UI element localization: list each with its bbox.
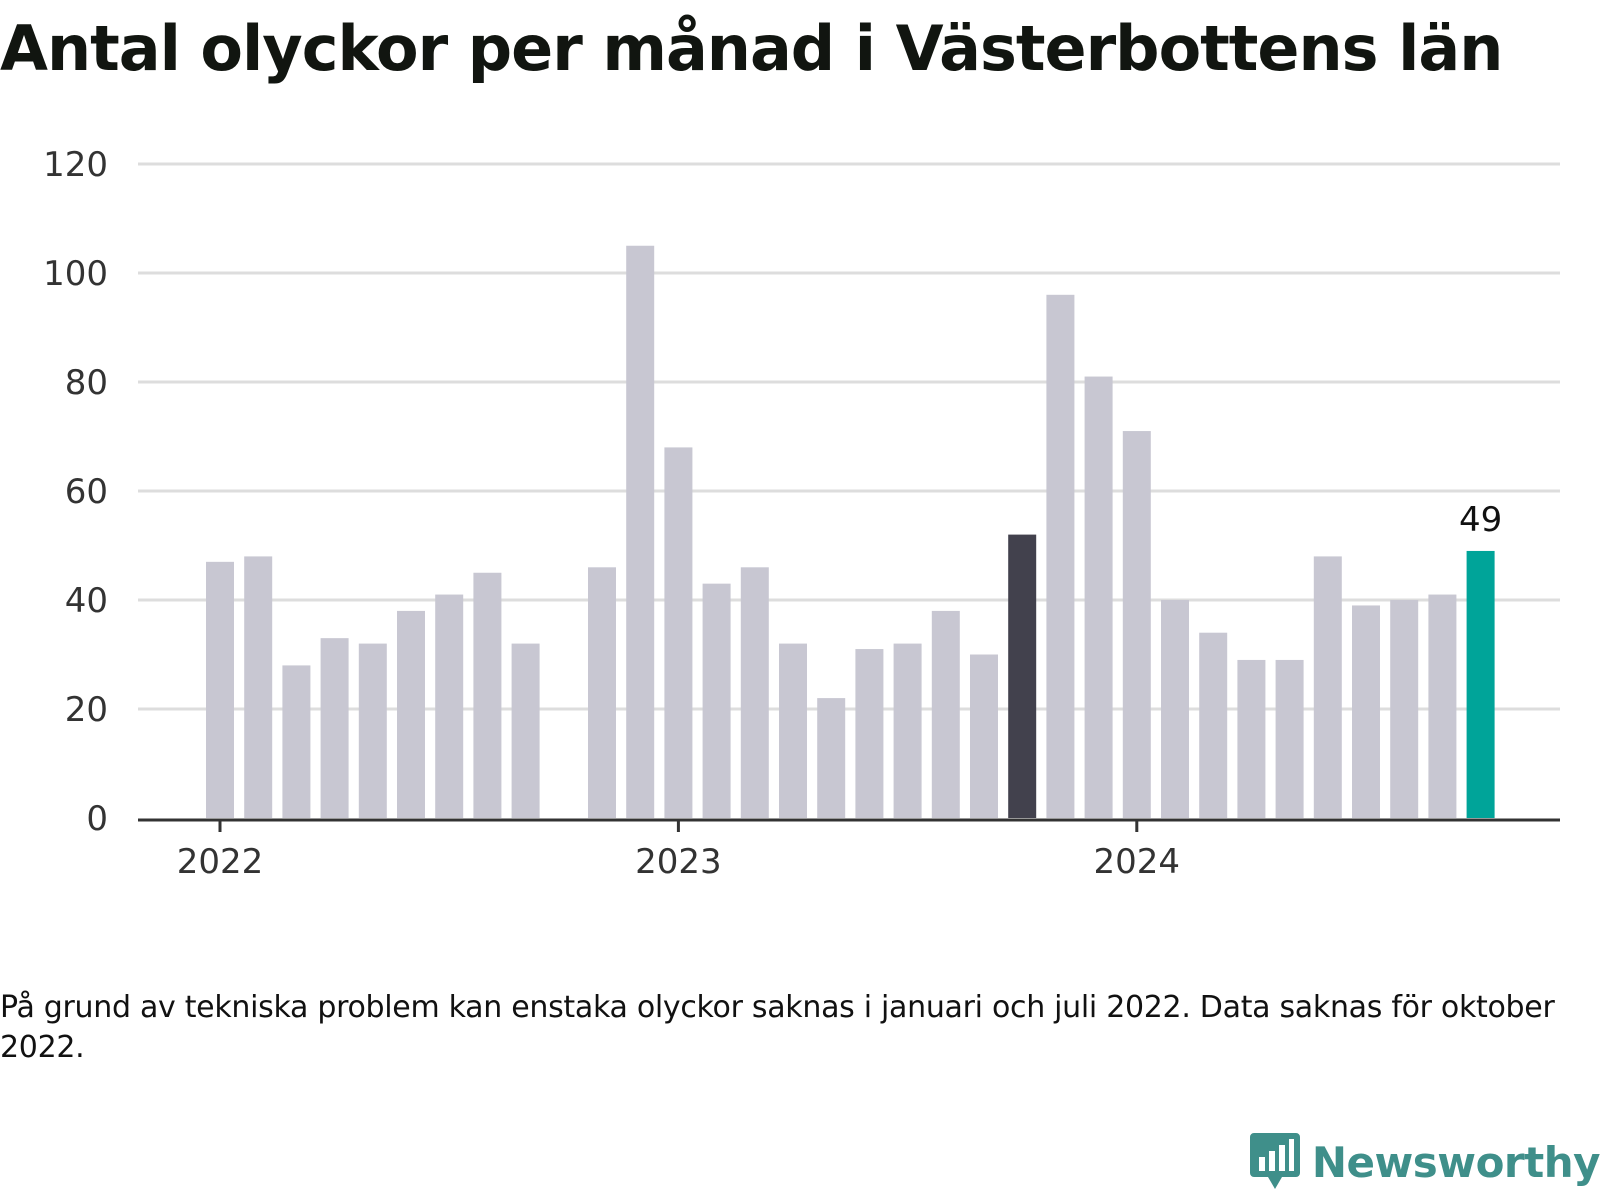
- bar-2023-07: [893, 643, 922, 818]
- data-label-2024-10: 49: [1459, 500, 1502, 540]
- y-tick-label: 40: [65, 581, 108, 621]
- newsworthy-chart-bubble-icon: [1249, 1133, 1300, 1189]
- bar-2024-07: [1352, 605, 1380, 818]
- bar-2022-05: [358, 643, 387, 818]
- bar-2024-05: [1275, 659, 1304, 818]
- y-tick-label: 0: [86, 799, 108, 839]
- x-tick-label: 2024: [1094, 842, 1181, 882]
- bar-2022-12: [626, 245, 655, 818]
- bar-2023-02: [702, 583, 731, 818]
- bar-2023-10: [1008, 534, 1037, 818]
- bar-2023-09: [970, 654, 998, 818]
- y-tick-label: 80: [65, 363, 108, 403]
- bar-2023-04: [779, 643, 807, 818]
- bar-2023-11: [1046, 294, 1075, 818]
- y-tick-label: 120: [43, 145, 108, 185]
- bar-2022-11: [588, 567, 616, 818]
- bar-2023-05: [817, 698, 846, 818]
- y-axis-ticks: 0 20 40 60 80 100 120: [43, 145, 108, 839]
- bar-2022-07: [435, 594, 464, 818]
- bar-2023-03: [740, 567, 769, 818]
- bar-2022-06: [397, 610, 425, 818]
- bar-2022-09: [511, 643, 540, 818]
- footnote: På grund av tekniska problem kan enstaka…: [0, 990, 1555, 1065]
- bar-2022-04: [320, 638, 349, 818]
- chart-title: Antal olyckor per månad i Västerbottens …: [0, 12, 1503, 85]
- bar-2022-03: [282, 665, 311, 818]
- data-labels: 49: [1459, 500, 1502, 540]
- x-tick-label: 2022: [177, 842, 264, 882]
- y-tick-label: 60: [65, 472, 108, 512]
- bar-2024-10: [1466, 550, 1495, 818]
- bar-2024-04: [1237, 659, 1266, 818]
- logo-text: Newsworthy: [1311, 1137, 1600, 1187]
- y-tick-label: 20: [65, 690, 108, 730]
- bar-2022-02: [244, 556, 273, 818]
- bar-2024-06: [1313, 556, 1342, 818]
- bar-2024-09: [1428, 594, 1457, 818]
- bar-2023-08: [931, 610, 960, 818]
- newsworthy-logo: Newsworthy: [1249, 1132, 1600, 1192]
- y-tick-label: 100: [43, 254, 108, 294]
- bar-chart: 0 20 40 60 80 100 120 2022 2023 2024 49: [43, 145, 1560, 882]
- bar-2023-12: [1084, 376, 1113, 818]
- bar-2024-03: [1199, 632, 1228, 818]
- bar-2024-01: [1122, 431, 1151, 818]
- bar-2023-01: [664, 447, 693, 818]
- bar-2023-06: [855, 649, 884, 818]
- bars: [206, 245, 1495, 818]
- bar-2022-08: [473, 572, 502, 818]
- gridlines: [138, 162, 1560, 711]
- bar-2022-01: [206, 561, 234, 818]
- bar-2024-02: [1161, 600, 1189, 818]
- x-axis: 2022 2023 2024: [138, 818, 1560, 882]
- x-tick-label: 2023: [635, 842, 722, 882]
- bar-2024-08: [1390, 600, 1419, 818]
